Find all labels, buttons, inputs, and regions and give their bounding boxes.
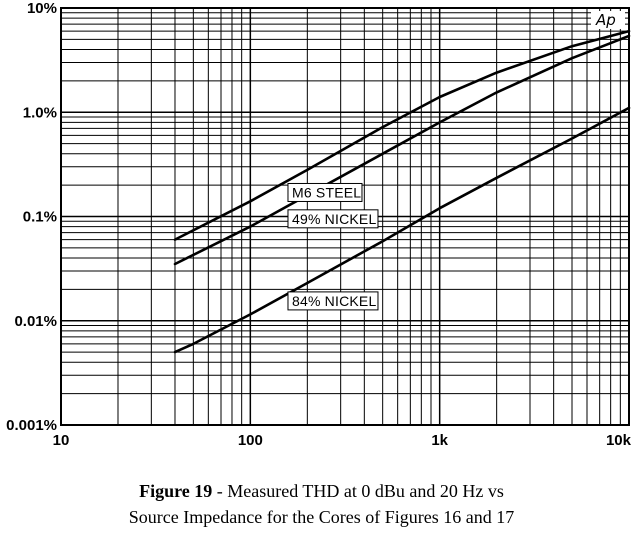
- x-tick-label: 1k: [431, 432, 448, 449]
- ap-logo-text: Ap: [595, 11, 616, 29]
- plot-border: [60, 7, 630, 426]
- series-label-1: 49% NICKEL: [287, 209, 379, 229]
- x-tick-label: 100: [238, 432, 263, 449]
- y-tick-labels: 10% 1.0% 0.1% 0.01% 0.001%: [6, 0, 57, 434]
- ap-logo: Ap: [591, 11, 625, 29]
- series-lines: [173, 29, 631, 354]
- series-label-text: M6 STEEL: [292, 184, 361, 200]
- series-label-0: M6 STEEL: [287, 182, 363, 202]
- figure-number: Figure 19: [139, 481, 213, 501]
- caption-line-1-text: - Measured THD at 0 dBu and 20 Hz vs: [212, 481, 504, 501]
- x-tick-label: 10k: [606, 432, 632, 449]
- series-label-box: [287, 291, 379, 311]
- y-tick-label: 0.001%: [6, 417, 57, 434]
- series-labels: M6 STEEL 49% NICKEL 84% NICKEL: [287, 182, 379, 311]
- figure-caption: Figure 19 - Measured THD at 0 dBu and 20…: [0, 478, 643, 530]
- thd-chart: 10% 1.0% 0.1% 0.01% 0.001% 10 100 1k 10k M6 STE…: [6, 0, 632, 449]
- series-label-text: 84% NICKEL: [292, 293, 376, 309]
- x-tick-labels: 10 100 1k 10k: [53, 432, 632, 449]
- series-label-box: [287, 182, 363, 202]
- series-line-0: [173, 29, 631, 241]
- ap-logo-bg: [591, 11, 625, 29]
- y-tick-label: 1.0%: [23, 104, 57, 121]
- series-label-text: 49% NICKEL: [292, 211, 376, 227]
- series-label-box: [287, 209, 379, 229]
- plot-frame: [60, 7, 630, 426]
- series-label-2: 84% NICKEL: [287, 291, 379, 311]
- x-tick-label: 10: [53, 432, 70, 449]
- caption-line-2: Source Impedance for the Cores of Figure…: [128, 507, 515, 527]
- caption-line-1: Figure 19 - Measured THD at 0 dBu and 20…: [0, 478, 643, 504]
- y-tick-label: 0.1%: [23, 209, 57, 226]
- series-line-2: [173, 106, 631, 354]
- y-tick-label: 0.01%: [14, 313, 57, 330]
- series-line-1: [173, 34, 631, 266]
- y-tick-label: 10%: [27, 0, 57, 17]
